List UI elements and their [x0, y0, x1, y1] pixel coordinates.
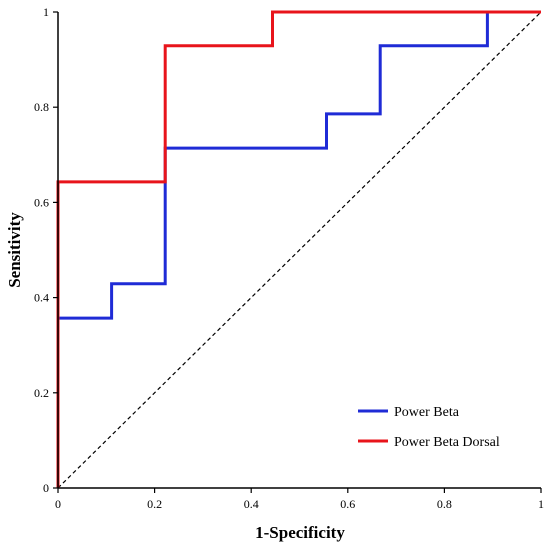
y-axis-title: Sensitivity — [5, 212, 24, 288]
y-tick-label: 0.6 — [34, 195, 49, 209]
x-tick-label: 0.2 — [147, 497, 162, 511]
x-tick-label: 0.8 — [437, 497, 452, 511]
reference-diagonal — [57, 11, 542, 489]
x-tick-label: 1 — [538, 497, 544, 511]
legend: Power Beta Power Beta Dorsal — [358, 405, 500, 450]
y-tick-label: 0 — [43, 481, 49, 495]
y-tick-label: 0.2 — [34, 386, 49, 400]
plot-area: 0 0.2 0.4 0.6 0.8 1 0 0.2 0.4 0.6 0.8 1 — [34, 5, 544, 511]
y-tick-label: 0.4 — [34, 291, 49, 305]
y-tick-label: 0.8 — [34, 100, 49, 114]
legend-label: Power Beta Dorsal — [394, 435, 500, 450]
legend-label: Power Beta — [394, 405, 460, 420]
x-tick-label: 0 — [55, 497, 61, 511]
x-axis-title: 1-Specificity — [255, 523, 345, 542]
series-line-power-beta — [56, 10, 541, 488]
y-tick-label: 1 — [43, 5, 49, 19]
x-tick-label: 0.6 — [340, 497, 355, 511]
tick-layer: 0 0.2 0.4 0.6 0.8 1 0 0.2 0.4 0.6 0.8 1 — [34, 5, 544, 511]
x-tick-label: 0.4 — [244, 497, 259, 511]
